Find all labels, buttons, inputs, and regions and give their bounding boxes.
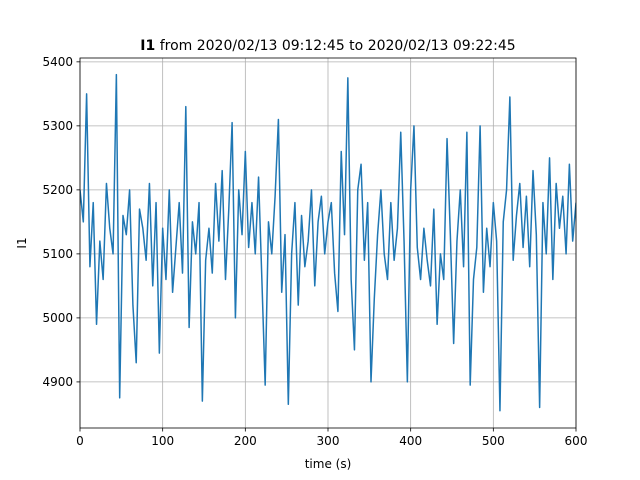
- x-tick-label: 300: [317, 434, 340, 448]
- y-tick-label: 5100: [42, 247, 73, 261]
- y-tick-label: 5200: [42, 183, 73, 197]
- x-tick-label: 600: [565, 434, 588, 448]
- title-bold: I1: [140, 38, 155, 54]
- y-axis-label: I1: [15, 237, 29, 248]
- title-rest: from 2020/02/13 09:12:45 to 2020/02/13 0…: [160, 38, 516, 54]
- chart-title: I1 from 2020/02/13 09:12:45 to 2020/02/1…: [140, 38, 515, 54]
- y-tick-label: 4900: [42, 375, 73, 389]
- x-tick-label: 100: [151, 434, 174, 448]
- y-tick-label: 5300: [42, 119, 73, 133]
- y-tick-label: 5400: [42, 55, 73, 69]
- data-line: [80, 73, 576, 412]
- plot-frame: [79, 57, 577, 429]
- x-tick-label: 500: [482, 434, 505, 448]
- x-tick-label: 400: [399, 434, 422, 448]
- x-tick-label: 0: [76, 434, 84, 448]
- y-tick-label: 5000: [42, 311, 73, 325]
- x-axis-label: time (s): [305, 457, 352, 471]
- x-tick-label: 200: [234, 434, 257, 448]
